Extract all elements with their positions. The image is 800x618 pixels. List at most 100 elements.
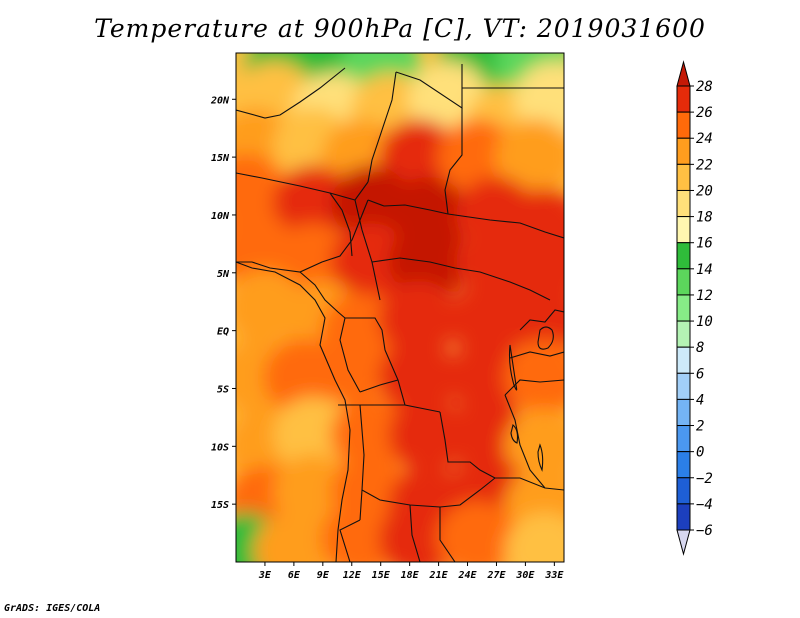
country-borders	[236, 64, 564, 562]
colorbar-label: 0	[696, 445, 704, 461]
field-cell-43	[273, 396, 354, 473]
colorbar-box	[676, 320, 691, 348]
field-cell-59	[504, 512, 564, 562]
border-line-11	[299, 271, 386, 351]
field-cell-28	[456, 223, 537, 300]
field-cell-34	[446, 281, 527, 358]
lake-outline-1	[508, 344, 518, 391]
lon-tick-label: 27E	[486, 570, 506, 581]
border-line-14	[359, 379, 399, 393]
temperature-field	[236, 53, 564, 562]
lon-tick-label: 12E	[343, 570, 362, 581]
field-cell-40	[446, 338, 527, 415]
colorbar-box	[676, 477, 691, 505]
field-cell-27	[388, 223, 469, 300]
field-cell-29	[514, 223, 564, 300]
colorbar-box	[676, 111, 691, 139]
lat-tick-label: 5N	[217, 269, 230, 280]
colorbar-label: 8	[696, 340, 704, 356]
colorbar-label: 2	[696, 419, 704, 435]
colorbar-label: 24	[696, 131, 713, 147]
border-line-5	[444, 108, 463, 215]
colorbar-label: −4	[696, 497, 713, 513]
colorbar-label: 4	[696, 392, 704, 408]
border-line-6	[367, 71, 397, 183]
colorbar-label: 12	[696, 288, 713, 304]
lon-tick-label: 9E	[317, 570, 330, 581]
colorbar-box	[676, 451, 691, 479]
lat-tick-label: 5S	[217, 384, 229, 395]
map-title: Temperature at 900hPa [C], VT: 201903160…	[94, 14, 706, 43]
colorbar-label: 26	[696, 105, 713, 121]
border-line-12	[339, 317, 361, 393]
border-line-23	[519, 309, 564, 331]
colorbar-top-arrow	[676, 60, 691, 87]
colorbar-label: 18	[696, 210, 713, 226]
field-cell-11	[514, 61, 564, 138]
latitude-axis: 20N 15N 10N 5N EQ 5S 10S 15S	[210, 95, 236, 511]
colorbar-box	[676, 268, 691, 296]
border-line-18	[495, 477, 564, 491]
lon-tick-label: 15E	[372, 570, 391, 581]
field-cell-17	[495, 119, 564, 196]
lake-outline-2	[510, 424, 519, 444]
field-cell-18	[236, 153, 286, 230]
lake-outline-0	[537, 326, 554, 350]
field-cell-16	[437, 119, 518, 196]
field-cell-45	[388, 396, 469, 473]
border-line-16	[359, 404, 365, 521]
field-cell-55	[253, 512, 334, 562]
field-cell-44	[331, 396, 412, 473]
colorbar-box	[676, 346, 691, 374]
colorbar-box	[676, 294, 691, 322]
border-line-4	[354, 199, 381, 301]
colorbar-box	[676, 85, 691, 113]
border-line-19	[339, 519, 361, 562]
longitude-axis: 3E 6E 9E 12E 15E 18E 21E 24E 27E 30E 33E	[258, 562, 564, 581]
lat-tick-label: 15S	[211, 500, 229, 511]
border-line-26	[504, 394, 546, 489]
coastline	[236, 261, 351, 562]
field-cell-33	[379, 281, 460, 358]
field-cell-25	[273, 223, 354, 300]
border-line-10	[371, 257, 551, 301]
lat-tick-label: 10S	[211, 442, 229, 453]
colorbar-label: 20	[696, 183, 713, 199]
colorbar-box	[676, 503, 691, 531]
field-cell-38	[311, 327, 392, 404]
colorbar-box	[676, 163, 691, 191]
colorbar-label: 14	[696, 262, 713, 278]
colorbar-label: 10	[696, 314, 713, 330]
field-cell-47	[504, 408, 564, 485]
lon-tick-label: 33E	[544, 570, 564, 581]
field-cell-39	[379, 338, 460, 415]
border-line-8	[395, 64, 463, 110]
lat-tick-label: 15N	[211, 153, 230, 164]
colorbar-label: 28	[696, 79, 713, 95]
border-line-17	[439, 411, 496, 479]
lon-tick-label: 3E	[258, 570, 272, 581]
lon-tick-label: 6E	[288, 570, 301, 581]
border-line-2	[367, 199, 564, 239]
colorbar-box	[676, 216, 691, 244]
field-cell-15	[379, 119, 460, 196]
colorbar-box	[676, 189, 691, 218]
lat-tick-label: 20N	[210, 95, 230, 106]
border-line-7	[236, 67, 346, 119]
colorbar-bottom-arrow	[676, 529, 691, 556]
border-line-24	[509, 351, 564, 359]
field-cell-49	[273, 454, 354, 531]
border-line-0	[236, 172, 369, 201]
colorbar-label: 22	[696, 157, 713, 173]
lat-tick-label: 10N	[211, 211, 230, 222]
colorbar-box	[676, 137, 691, 165]
colorbar-box	[676, 398, 691, 427]
colorbar-label: −6	[696, 523, 713, 539]
border-line-3	[329, 192, 353, 257]
field-cell-41	[504, 338, 564, 415]
colorbar-label: 16	[696, 236, 713, 252]
colorbar-label: 6	[696, 366, 704, 382]
colorbar-label: −2	[696, 471, 713, 487]
